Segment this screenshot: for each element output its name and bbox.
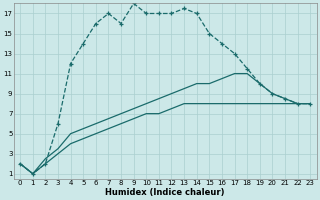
X-axis label: Humidex (Indice chaleur): Humidex (Indice chaleur) (106, 188, 225, 197)
